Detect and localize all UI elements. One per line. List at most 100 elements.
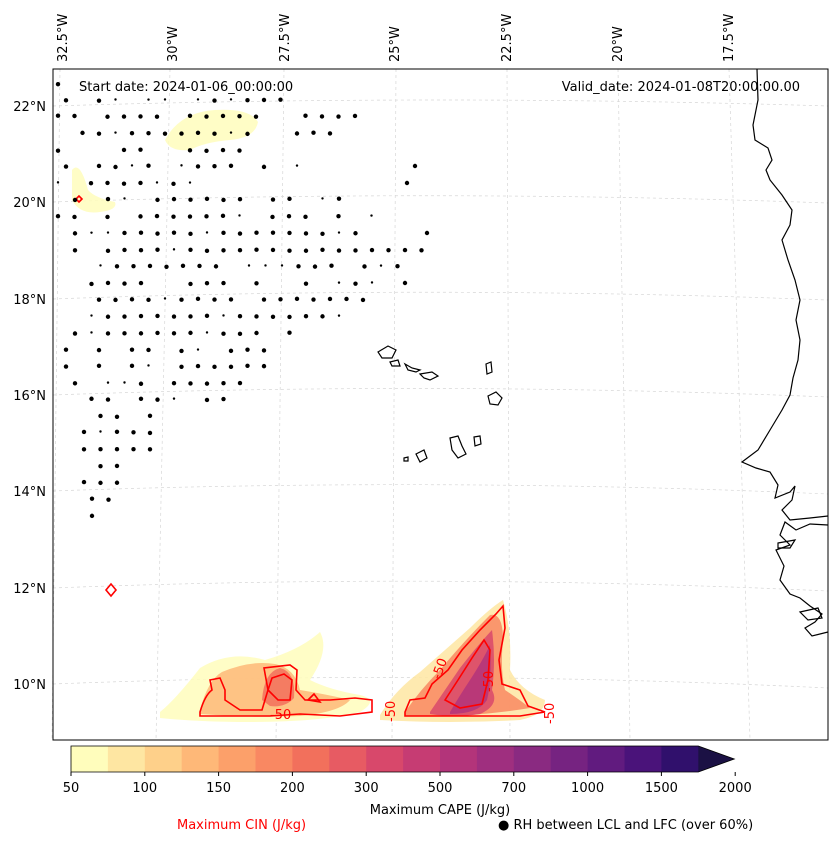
coastline-africa bbox=[740, 68, 829, 521]
rh-dot bbox=[155, 397, 160, 402]
rh-dot bbox=[138, 247, 144, 253]
rh-dot bbox=[96, 98, 102, 103]
rh-dot bbox=[80, 130, 85, 136]
valid-date-text: Valid_date: 2024-01-08T20:00:00.00 bbox=[562, 80, 800, 95]
rh-dot bbox=[155, 197, 160, 203]
rh-dot bbox=[424, 230, 430, 236]
rh-dot bbox=[171, 181, 176, 187]
rh-dot bbox=[336, 114, 341, 119]
rh-dot bbox=[303, 248, 309, 253]
rh-dot bbox=[172, 397, 176, 400]
rh-dot bbox=[221, 248, 226, 253]
rh-dot bbox=[287, 314, 292, 320]
rh-dot bbox=[195, 363, 201, 369]
rh-dot bbox=[72, 248, 78, 253]
rh-dot bbox=[122, 247, 127, 253]
rh-dot bbox=[254, 281, 259, 286]
rh-dot bbox=[212, 364, 217, 370]
rh-dot bbox=[122, 281, 127, 286]
meridian-27-5w bbox=[275, 68, 285, 741]
parallel-22n bbox=[52, 99, 829, 107]
rh-dot bbox=[114, 414, 120, 419]
rh-dot bbox=[105, 331, 111, 336]
rh-dot bbox=[122, 230, 127, 236]
rh-dot bbox=[138, 331, 144, 336]
rh-dot bbox=[55, 213, 61, 219]
rh-dot bbox=[131, 447, 136, 452]
rh-dot bbox=[402, 247, 408, 253]
map-background bbox=[53, 69, 828, 740]
rh-dot bbox=[98, 447, 103, 452]
rh-dot bbox=[63, 347, 69, 352]
rh-dot bbox=[287, 196, 292, 202]
rh-dot bbox=[319, 114, 325, 119]
rh-dot bbox=[131, 263, 136, 269]
cin-contour-label: -50 bbox=[270, 708, 291, 723]
rh-dot bbox=[123, 197, 126, 200]
rh-dot bbox=[220, 147, 226, 153]
parallel-14n bbox=[52, 484, 829, 495]
rh-dot bbox=[228, 364, 234, 370]
rh-dot bbox=[171, 331, 177, 336]
colorbar-segment bbox=[366, 746, 404, 772]
rh-dot bbox=[105, 397, 111, 402]
rh-dot bbox=[261, 297, 267, 302]
rh-dot bbox=[164, 264, 169, 269]
colorbar-segment bbox=[624, 746, 662, 772]
start-date-text: Start date: 2024-01-06_00:00:00 bbox=[79, 80, 293, 95]
rh-dot bbox=[221, 331, 226, 336]
rh-dot bbox=[303, 113, 308, 118]
rh-dot bbox=[146, 130, 151, 136]
rh-dot bbox=[344, 296, 349, 302]
rh-dot bbox=[327, 131, 333, 136]
rh-dot bbox=[147, 364, 150, 367]
colorbar-tick-label: 50 bbox=[63, 781, 80, 796]
cin-contour-label: -50 bbox=[430, 656, 451, 681]
colorbar-segment bbox=[661, 746, 699, 772]
rh-dot bbox=[353, 281, 358, 286]
rh-dot bbox=[204, 280, 210, 286]
rh-dot bbox=[106, 497, 111, 502]
rh-dot bbox=[147, 98, 150, 101]
colorbar-tick-label: 1000 bbox=[571, 781, 604, 796]
rh-dot bbox=[270, 197, 276, 202]
rh-dot bbox=[212, 98, 217, 103]
rh-dot bbox=[55, 81, 61, 87]
rh-dot bbox=[123, 381, 126, 384]
rh-dot bbox=[146, 347, 151, 353]
rh-dot bbox=[147, 263, 153, 269]
rh-dot bbox=[114, 463, 120, 469]
rh-dot bbox=[146, 163, 151, 168]
parallel-16n bbox=[52, 388, 829, 398]
cin-contour-label: -50 bbox=[384, 701, 399, 722]
cape-patch-west bbox=[72, 167, 116, 213]
rh-dot bbox=[237, 380, 243, 386]
coastline-gambia-inlet bbox=[777, 539, 797, 549]
rh-dot bbox=[147, 447, 153, 452]
rh-dot bbox=[163, 98, 167, 101]
meridian-22-5w bbox=[506, 68, 511, 741]
rh-dot bbox=[188, 231, 193, 237]
island-santiago bbox=[449, 435, 467, 459]
colorbar-segment bbox=[403, 746, 441, 772]
rh-dot bbox=[369, 247, 375, 253]
rh-dot bbox=[321, 197, 324, 200]
meridian-25w bbox=[391, 68, 397, 741]
colorbar-extend-arrow bbox=[698, 746, 735, 772]
rh-dot bbox=[188, 247, 193, 252]
rh-dot bbox=[261, 363, 267, 369]
rh-dot bbox=[237, 148, 242, 153]
parallel-12n bbox=[52, 580, 829, 592]
colorbar-segment bbox=[71, 746, 109, 772]
rh-dot bbox=[106, 231, 110, 234]
rh-dot bbox=[187, 113, 193, 118]
rh-dot bbox=[221, 280, 226, 286]
rh-dot bbox=[162, 131, 168, 136]
rh-dot bbox=[320, 231, 325, 236]
rh-dot bbox=[220, 213, 226, 219]
rh-dot bbox=[238, 214, 241, 217]
island-santo-antao bbox=[377, 345, 397, 359]
rh-dot bbox=[155, 231, 160, 236]
rh-dot bbox=[204, 148, 209, 153]
